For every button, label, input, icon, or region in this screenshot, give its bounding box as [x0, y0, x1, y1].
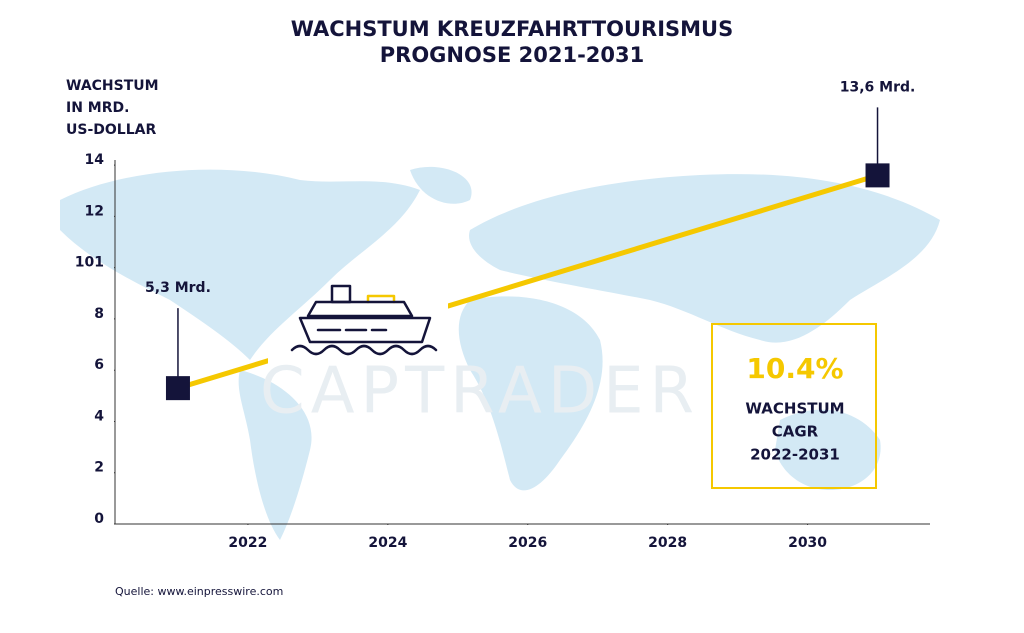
x-tick-label: 2026: [508, 535, 547, 551]
y-axis-label: US-DOLLAR: [66, 122, 156, 138]
y-tick-label: 8: [94, 306, 104, 322]
cagr-text: WACHSTUM: [745, 400, 844, 418]
ship-icon: [290, 284, 438, 356]
cagr-text: 2022-2031: [750, 446, 840, 464]
y-tick-label: 4: [94, 408, 104, 424]
x-tick-label: 2022: [228, 535, 267, 551]
chart-subtitle: PROGNOSE 2021-2031: [380, 43, 644, 67]
y-tick-label: 14: [85, 152, 105, 168]
y-axis-label: WACHSTUM: [66, 78, 159, 94]
source: Quelle: www.einpresswire.com: [115, 585, 283, 598]
y-tick-label: 6: [94, 357, 104, 373]
y-axis-label: IN MRD.: [66, 100, 129, 116]
marker: [865, 163, 890, 188]
cagr-value: 10.4%: [746, 352, 843, 385]
x-tick-label: 2024: [368, 535, 407, 551]
cagr-box: [711, 323, 877, 489]
watermark: CAPTRADER: [260, 355, 700, 429]
chart-title: WACHSTUM KREUZFAHRTTOURISMUS: [291, 17, 733, 41]
cagr-text: CAGR: [772, 423, 819, 441]
data-label: 5,3 Mrd.: [145, 280, 211, 296]
line: [177, 172, 879, 391]
marker: [165, 376, 190, 401]
world-map: [60, 166, 940, 540]
data-label: 13,6 Mrd.: [840, 79, 916, 95]
x-tick-label: 2028: [648, 535, 687, 551]
y-tick-label: 0: [94, 511, 104, 527]
y-tick-label: 101: [75, 255, 104, 271]
y-tick-label: 12: [85, 203, 104, 219]
x-tick-label: 2030: [788, 535, 827, 551]
y-tick-label: 2: [94, 460, 104, 476]
